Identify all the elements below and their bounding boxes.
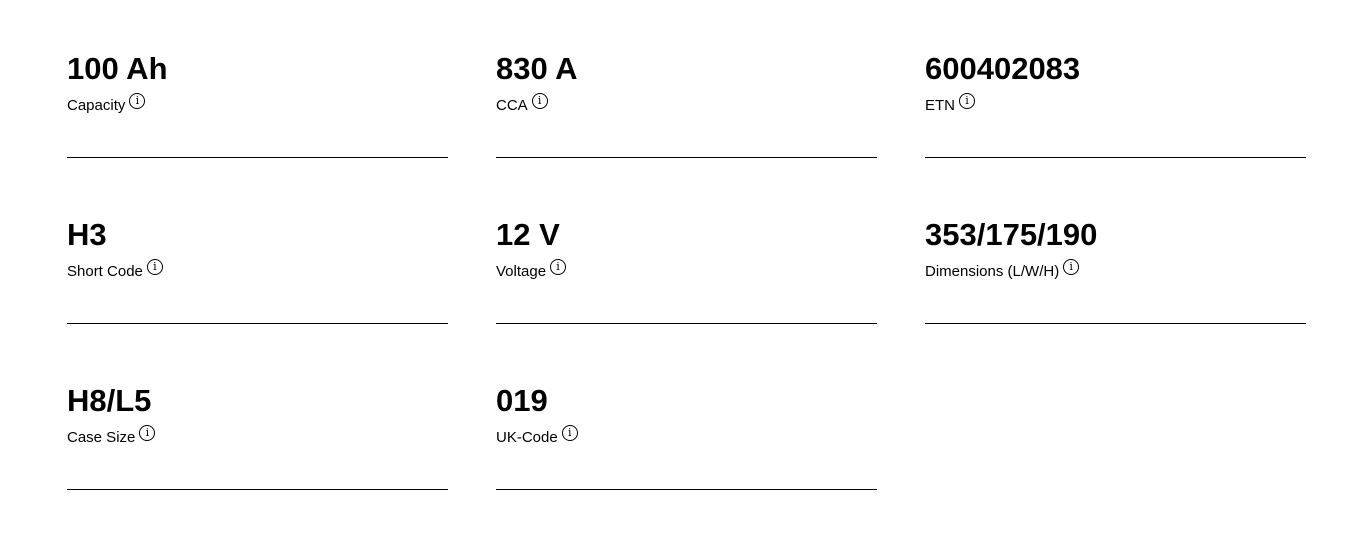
info-icon[interactable]: i xyxy=(959,93,975,109)
divider xyxy=(67,157,448,158)
spec-label-row: Case Size i xyxy=(67,425,448,446)
divider xyxy=(925,157,1306,158)
spec-label-row: Short Code i xyxy=(67,259,448,280)
info-icon[interactable]: i xyxy=(550,259,567,275)
spec-label-row: Voltage i xyxy=(496,259,877,280)
divider xyxy=(496,157,877,158)
spec-label: Dimensions (L/W/H) xyxy=(925,263,1060,280)
spec-grid: 100 Ah Capacity i 830 A CCA i 600402083 ET… xyxy=(67,50,1306,548)
spec-value: 600402083 xyxy=(925,51,1081,86)
spec-label-row: Capacity i xyxy=(67,93,448,114)
spec-value: 353/175/190 xyxy=(925,217,1098,252)
spec-label: Capacity xyxy=(67,97,126,114)
spec-label: Case Size xyxy=(67,429,136,446)
spec-item: H8/L5 Case Size i xyxy=(67,382,448,548)
spec-label-row: UK-Code i xyxy=(496,425,877,446)
divider xyxy=(67,489,448,490)
divider xyxy=(925,323,1306,324)
spec-item: 830 A CCA i xyxy=(496,50,877,216)
info-icon[interactable]: i xyxy=(531,93,548,109)
divider xyxy=(67,323,448,324)
divider xyxy=(496,489,877,490)
spec-item: 019 UK-Code i xyxy=(496,382,877,548)
spec-item: 12 V Voltage i xyxy=(496,216,877,382)
spec-label: CCA xyxy=(496,97,528,114)
spec-label-row: Dimensions (L/W/H) i xyxy=(925,259,1306,280)
spec-item: 100 Ah Capacity i xyxy=(67,50,448,216)
spec-label: UK-Code xyxy=(496,429,558,446)
spec-value: H3 xyxy=(67,217,107,252)
spec-value: 100 Ah xyxy=(67,51,168,86)
info-icon[interactable]: i xyxy=(129,93,146,109)
spec-value: 019 xyxy=(496,383,548,418)
divider xyxy=(496,323,877,324)
spec-label: ETN xyxy=(925,97,955,114)
spec-value: 12 V xyxy=(496,217,560,252)
info-icon[interactable]: i xyxy=(561,425,578,441)
info-icon[interactable]: i xyxy=(1063,259,1080,275)
spec-label: Voltage xyxy=(496,263,547,280)
spec-label-row: CCA i xyxy=(496,93,877,114)
info-icon[interactable]: i xyxy=(139,425,156,441)
spec-label-row: ETN i xyxy=(925,93,1306,114)
spec-item: H3 Short Code i xyxy=(67,216,448,382)
spec-item: 600402083 ETN i xyxy=(925,50,1306,216)
spec-value: H8/L5 xyxy=(67,383,152,418)
info-icon[interactable]: i xyxy=(146,259,163,275)
spec-label: Short Code xyxy=(67,263,143,280)
spec-value: 830 A xyxy=(496,51,578,86)
spec-item: 353/175/190 Dimensions (L/W/H) i xyxy=(925,216,1306,382)
